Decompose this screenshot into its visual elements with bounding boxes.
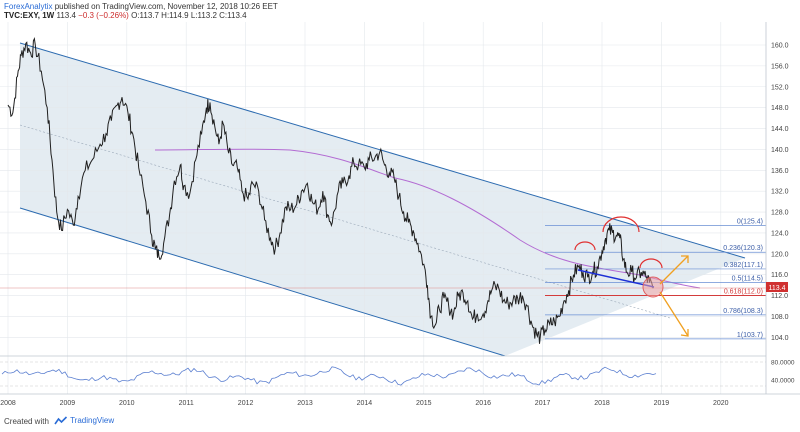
channel-fill <box>20 43 745 356</box>
fib-level-label: 0(125.4) <box>737 219 763 226</box>
channel-lower-line <box>19 207 506 356</box>
price-tick-label: 140.0 <box>771 147 789 154</box>
oscillator-axis[interactable]: 80.0000 40.0000 <box>771 360 795 385</box>
publish-info: published on TradingView.com, November 1… <box>54 2 278 11</box>
price-change: −0.3 (−0.26%) <box>78 11 129 20</box>
price-tick-label: 112.0 <box>771 293 788 300</box>
arc-left-shoulder <box>574 241 596 251</box>
fib-level-label: 0.5(114.5) <box>732 276 763 283</box>
time-tick-label: 2010 <box>119 400 135 407</box>
last-price: 113.4 <box>56 11 76 20</box>
arrow-down <box>659 291 689 337</box>
time-tick-label: 2014 <box>357 400 373 407</box>
price-tick-label: 128.0 <box>771 210 789 217</box>
price-axis[interactable]: 160.0 156.0 152.0 148.0 144.0 140.0 136.0 132.0… <box>771 43 789 342</box>
price-tick-label: 148.0 <box>771 105 789 112</box>
time-tick-label: 2017 <box>535 400 551 407</box>
oscillator-line <box>1 366 657 386</box>
price-tick-label: 108.0 <box>771 314 789 321</box>
price-tick-label: 156.0 <box>771 63 789 70</box>
tradingview-link[interactable]: TradingView <box>54 416 114 425</box>
fib-level-label: 0.786(108.3) <box>723 308 763 315</box>
price-tick-label: 144.0 <box>771 126 789 133</box>
osc-tick-label: 40.0000 <box>771 378 795 385</box>
time-tick-label: 2011 <box>179 400 194 407</box>
grid <box>0 22 766 394</box>
oscillator-pane <box>0 361 766 387</box>
time-tick-label: 2015 <box>416 400 432 407</box>
time-tick-label: 2009 <box>60 400 76 407</box>
fib-level-label: 0.382(117.1) <box>724 262 763 269</box>
time-tick-label: 2012 <box>238 400 254 407</box>
created-with-label: Created with <box>4 417 49 426</box>
symbol-label: TVC:EXY, 1W <box>4 11 55 20</box>
last-price-tag: 113.4 <box>766 282 788 292</box>
channel-upper-line <box>19 42 746 259</box>
price-tick-label: 160.0 <box>771 43 789 50</box>
trendline-blue <box>577 269 655 288</box>
fib-level-label: 0.236(120.3) <box>723 245 763 252</box>
fib-level-label: 0.618(112.0) <box>724 289 763 296</box>
tradingview-logo-icon <box>54 416 68 425</box>
price-tick-label: 132.0 <box>771 189 789 196</box>
chart-header: ForexAnalytix published on TradingView.c… <box>0 0 800 22</box>
time-tick-label: 2018 <box>594 400 610 407</box>
footer: Created with TradingView <box>0 412 800 432</box>
publish-line: ForexAnalytix published on TradingView.c… <box>4 2 278 11</box>
price-tick-label: 124.0 <box>771 230 789 237</box>
tradingview-brand: TradingView <box>70 416 115 425</box>
price-tick-label: 152.0 <box>771 84 789 91</box>
arc-right-shoulder <box>639 258 663 269</box>
price-tick-label: 104.0 <box>771 335 789 342</box>
arc-head <box>602 216 640 233</box>
time-tick-label: 2013 <box>297 400 313 407</box>
arrow-up <box>659 255 689 285</box>
time-tick-label: 2008 <box>0 400 16 407</box>
focus-circle <box>642 276 664 298</box>
price-chart[interactable]: 0(125.4) 0.236(120.3) 0.382(117.1) 0.5(114.… <box>0 22 800 412</box>
time-tick-label: 2020 <box>713 400 729 407</box>
fib-level-label: 1(103.7) <box>737 332 763 339</box>
time-tick-label: 2016 <box>475 400 491 407</box>
channel-midline <box>19 124 671 319</box>
time-tick-label: 2019 <box>654 400 670 407</box>
price-tick-label: 136.0 <box>771 168 789 175</box>
ohlc-values: O:113.7 H:114.9 L:113.2 C:113.4 <box>131 11 247 20</box>
last-price-tag-label: 113.4 <box>769 285 786 292</box>
author-link[interactable]: ForexAnalytix <box>4 2 53 11</box>
osc-tick-label: 80.0000 <box>771 360 795 367</box>
time-axis[interactable]: 2008 2009 2010 2011 2012 2013 2014 2015 2016 2017… <box>0 400 728 407</box>
symbol-line: TVC:EXY, 1W 113.4 −0.3 (−0.26%) O:113.7 … <box>4 11 247 20</box>
price-tick-label: 116.0 <box>771 272 788 279</box>
price-series <box>7 36 654 344</box>
price-tick-label: 120.0 <box>771 251 789 258</box>
